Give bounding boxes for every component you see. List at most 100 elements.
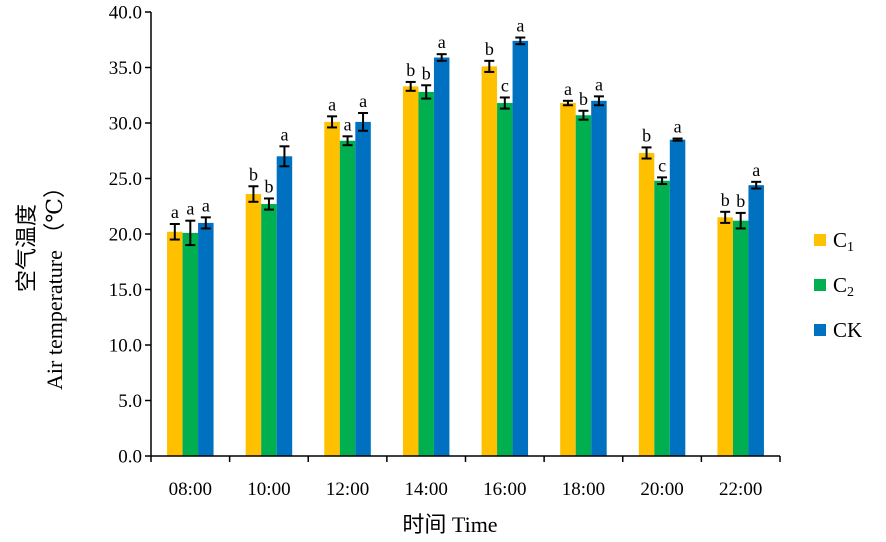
error-bar-c2-1000 xyxy=(263,197,274,211)
y-tick-label: 5.0 xyxy=(118,391,142,412)
x-tick-label: 22:00 xyxy=(719,479,762,500)
bar-c2-1400 xyxy=(418,91,434,457)
error-bar-c2-1600 xyxy=(499,96,510,110)
error-bar-c1-1000 xyxy=(248,185,259,203)
legend-item-c1: C1 xyxy=(814,228,854,255)
bar-ck-1600 xyxy=(512,40,529,457)
bar-c1-1800 xyxy=(560,103,576,457)
significance-label: b xyxy=(249,164,258,184)
legend: C1 C2 CK xyxy=(814,228,862,342)
x-tick-label: 08:00 xyxy=(169,479,212,500)
x-tick-label: 14:00 xyxy=(405,479,448,500)
significance-label: a xyxy=(171,202,179,222)
bar-c2-2000 xyxy=(654,180,670,456)
significance-label: c xyxy=(501,75,509,95)
y-axis-title-unit: （℃） xyxy=(42,176,67,245)
bar-ck-1200 xyxy=(355,121,371,456)
error-bar-c2-2000 xyxy=(657,176,668,186)
x-tick-label: 18:00 xyxy=(562,479,605,500)
legend-label: C2 xyxy=(833,273,854,300)
bar-ck-2200 xyxy=(748,185,764,456)
significance-label: c xyxy=(658,155,666,175)
y-tick-label: 20.0 xyxy=(109,225,142,246)
error-bar-c1-1600 xyxy=(484,59,495,73)
error-bar-ck-1800 xyxy=(593,95,604,107)
significance-label: a xyxy=(564,79,572,99)
x-tick-label: 20:00 xyxy=(640,479,683,500)
error-bar-ck-1400 xyxy=(436,53,447,62)
error-bar-ck-2000 xyxy=(672,137,683,142)
error-bar-c1-2200 xyxy=(720,210,731,224)
legend-swatch xyxy=(814,279,826,291)
error-bar-c1-1200 xyxy=(327,115,338,129)
error-bar-c1-1800 xyxy=(562,99,573,107)
significance-label: a xyxy=(202,195,210,215)
bars-layer xyxy=(167,40,764,457)
bar-c1-1600 xyxy=(481,66,498,456)
significance-label: a xyxy=(344,114,352,134)
significance-label: b xyxy=(406,60,415,80)
error-bar-c2-2200 xyxy=(735,211,746,230)
significance-label: b xyxy=(736,191,745,211)
error-bar-ck-0800 xyxy=(200,216,211,230)
significance-label: b xyxy=(579,89,588,109)
error-bar-c2-1200 xyxy=(342,135,353,147)
axes-layer xyxy=(145,11,781,462)
bar-ck-2000 xyxy=(669,139,686,456)
significance-label: a xyxy=(280,124,288,144)
significance-label: a xyxy=(516,16,524,36)
significance-label: a xyxy=(752,160,760,180)
y-axis-title-en: Air temperature （℃） xyxy=(42,176,67,390)
y-tick-labels: 0.0 5.0 10.0 15.0 20.0 25.0 30.0 35.0 40.0 xyxy=(109,3,142,468)
y-tick-label: 15.0 xyxy=(109,280,142,301)
error-bar-c2-1400 xyxy=(421,84,432,100)
bar-c2-1200 xyxy=(339,140,356,456)
significance-label: a xyxy=(674,117,682,137)
bar-c2-1800 xyxy=(575,115,592,456)
significance-label: b xyxy=(422,63,431,83)
error-bar-c2-0800 xyxy=(185,219,196,247)
legend-swatch xyxy=(814,324,826,336)
x-tick-label: 12:00 xyxy=(326,479,369,500)
x-tick-label: 16:00 xyxy=(483,479,526,500)
bar-c1-2200 xyxy=(717,217,733,456)
significance-label: b xyxy=(485,39,494,59)
bar-c2-2200 xyxy=(732,220,749,456)
bar-c1-1000 xyxy=(245,194,262,457)
bar-c1-1400 xyxy=(402,86,419,457)
significance-label: a xyxy=(186,199,194,219)
legend-label: CK xyxy=(833,318,862,342)
significance-label: b xyxy=(642,125,651,145)
y-tick-label: 0.0 xyxy=(118,447,142,468)
bar-c2-1000 xyxy=(261,204,277,456)
bar-c1-2000 xyxy=(638,152,655,456)
y-tick-label: 30.0 xyxy=(109,114,142,135)
y-tick-label: 35.0 xyxy=(109,58,142,79)
bar-ck-1400 xyxy=(433,57,450,456)
significance-label: a xyxy=(359,91,367,111)
bar-c1-1200 xyxy=(324,121,340,456)
error-bar-c1-1400 xyxy=(405,80,416,92)
significance-label: a xyxy=(595,74,603,94)
y-tick-label: 10.0 xyxy=(109,336,142,357)
bar-c1-0800 xyxy=(167,231,183,456)
significance-label: a xyxy=(438,32,446,52)
x-tick-labels: 08:00 10:00 12:00 14:00 16:00 18:00 20:00 22:00 xyxy=(169,479,763,500)
bar-ck-1000 xyxy=(276,156,293,457)
legend-label: C1 xyxy=(833,228,854,255)
error-bar-c1-0800 xyxy=(169,223,180,241)
legend-item-ck: CK xyxy=(814,318,862,342)
error-bar-ck-2200 xyxy=(751,180,762,190)
y-tick-label: 40.0 xyxy=(109,3,142,24)
bar-ck-1800 xyxy=(591,100,607,457)
significance-label: b xyxy=(264,176,273,196)
error-bar-ck-1600 xyxy=(515,36,526,46)
legend-swatch xyxy=(814,234,826,246)
error-bar-ck-1000 xyxy=(279,145,290,168)
bar-c2-0800 xyxy=(182,232,199,456)
y-axis-title-cn: 空气温度 xyxy=(14,204,39,292)
x-tick-label: 10:00 xyxy=(247,479,290,500)
significance-label: b xyxy=(721,190,730,210)
